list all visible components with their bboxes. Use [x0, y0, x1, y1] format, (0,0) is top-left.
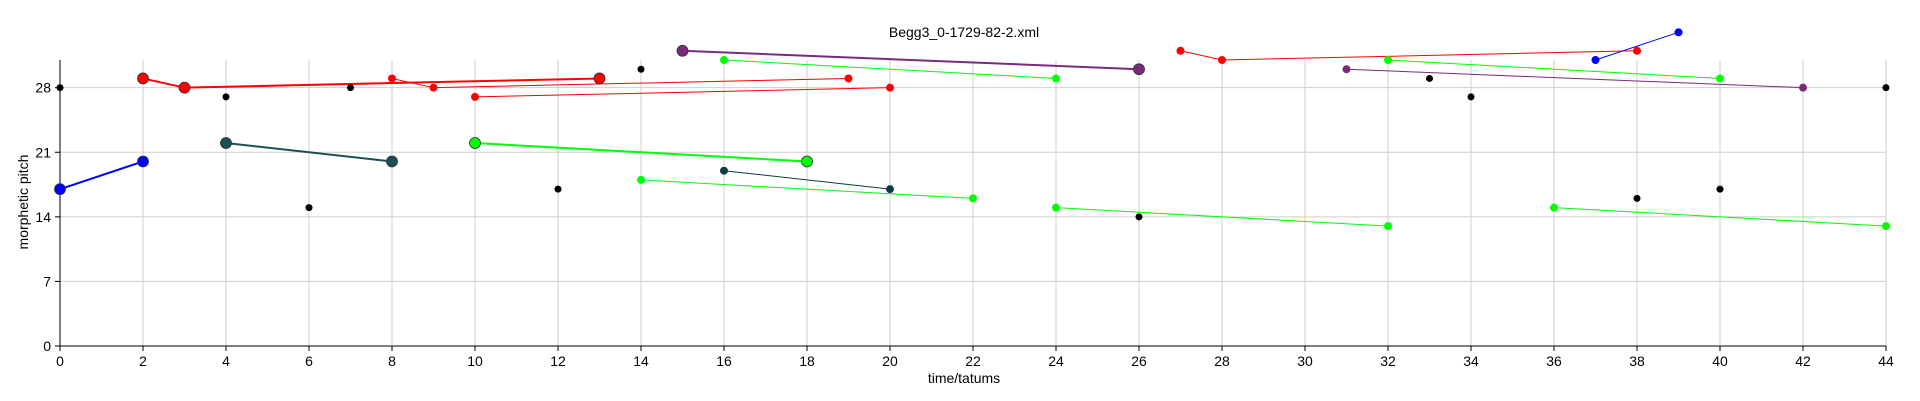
x-axis-label: time/tatums — [928, 370, 1000, 386]
x-tick-label: 36 — [1546, 353, 1562, 369]
note-point — [969, 194, 977, 203]
isolated-point — [222, 93, 230, 101]
note-point — [1384, 222, 1392, 231]
segment-line — [142, 77, 600, 89]
x-tick-label: 34 — [1463, 353, 1479, 369]
note-point — [1799, 83, 1807, 92]
note-point — [388, 74, 396, 83]
x-tick-label: 44 — [1878, 353, 1894, 369]
note-point — [844, 74, 853, 83]
note-point — [886, 185, 894, 194]
segment-line — [225, 142, 393, 163]
segment-line — [1595, 31, 1679, 61]
note-point — [720, 166, 728, 175]
x-tick-label: 6 — [305, 353, 313, 369]
x-tick-label: 38 — [1629, 353, 1645, 369]
x-tick-label: 42 — [1795, 353, 1811, 369]
isolated-point — [1135, 213, 1143, 221]
segment-line — [1180, 50, 1638, 61]
segment-line — [640, 179, 974, 199]
y-axis-label: morphetic pitch — [15, 155, 31, 250]
note-point — [1674, 28, 1683, 37]
isolated-point — [1882, 84, 1890, 92]
note-point — [178, 81, 191, 94]
note-point — [137, 155, 149, 168]
note-point — [1342, 65, 1351, 74]
x-tick-labels: 0 2 4 6 8 10 12 14 16 18 20 22 24 26 28 30 32 34 36 38 40 42 4… — [56, 346, 1894, 369]
note-point — [1176, 46, 1185, 55]
grid — [59, 60, 1887, 347]
isolated-point — [305, 204, 313, 212]
x-tick-label: 18 — [799, 353, 815, 369]
x-tick-label: 32 — [1380, 353, 1396, 369]
note-point — [1591, 56, 1600, 64]
x-tick-label: 26 — [1131, 353, 1147, 369]
x-tick-label: 22 — [965, 353, 981, 369]
isolated-point — [1426, 74, 1433, 82]
segment-line — [474, 87, 891, 98]
x-tick-label: 28 — [1214, 353, 1230, 369]
y-tick-label: 21 — [35, 144, 51, 160]
x-tick-label: 20 — [882, 353, 898, 369]
x-tick-label: 16 — [716, 353, 732, 369]
isolated-point — [56, 84, 64, 92]
segment-line — [1553, 207, 1887, 227]
note-point — [1882, 222, 1890, 231]
note-point — [469, 137, 481, 149]
segment-line — [59, 160, 144, 191]
note-point — [137, 72, 149, 85]
segment-line — [723, 170, 891, 190]
y-tick-label: 7 — [43, 273, 51, 289]
isolated-point — [347, 84, 354, 92]
isolated-point — [1633, 194, 1641, 202]
y-tick-label: 0 — [43, 338, 51, 354]
segment-line — [1055, 207, 1389, 227]
note-point — [676, 44, 689, 57]
isolated-point — [637, 65, 645, 73]
note-point — [720, 56, 728, 64]
note-point — [1384, 56, 1392, 64]
x-tick-label: 2 — [139, 353, 147, 369]
y-tick-label: 14 — [35, 209, 51, 225]
x-tick-label: 40 — [1712, 353, 1728, 369]
note-point — [220, 137, 232, 149]
segment-line — [391, 77, 849, 89]
y-tick-label: 28 — [35, 80, 51, 96]
isolated-point — [1716, 185, 1724, 193]
x-tick-label: 24 — [1048, 353, 1064, 369]
x-tick-label: 8 — [388, 353, 396, 369]
isolated-point — [554, 185, 562, 193]
note-points — [54, 28, 1890, 231]
y-tick-labels: 0 7 14 21 28 — [35, 80, 60, 354]
x-tick-label: 12 — [550, 353, 566, 369]
x-tick-label: 14 — [633, 353, 649, 369]
note-point — [1550, 203, 1558, 212]
x-tick-label: 4 — [222, 353, 230, 369]
segment-line — [682, 49, 1140, 71]
note-point — [429, 83, 438, 92]
segment-line — [723, 59, 1057, 79]
note-point — [1218, 56, 1226, 64]
note-point — [54, 183, 66, 196]
note-point — [1052, 203, 1060, 212]
note-point — [1633, 46, 1641, 55]
note-point — [886, 83, 894, 92]
note-point — [801, 155, 813, 168]
note-point — [593, 72, 606, 85]
isolated-point — [1467, 93, 1475, 101]
segment-line — [1346, 68, 1804, 89]
note-point — [471, 92, 479, 101]
note-point — [1133, 63, 1145, 76]
note-point — [637, 175, 645, 184]
x-tick-label: 10 — [467, 353, 483, 369]
segment-line — [474, 142, 808, 163]
note-point — [1716, 74, 1724, 83]
segment-line — [1387, 59, 1721, 79]
x-tick-label: 0 — [56, 353, 64, 369]
x-tick-label: 30 — [1297, 353, 1313, 369]
chart-title: Begg3_0-1729-82-2.xml — [889, 24, 1039, 40]
note-point — [1052, 74, 1060, 83]
note-point — [386, 155, 398, 168]
